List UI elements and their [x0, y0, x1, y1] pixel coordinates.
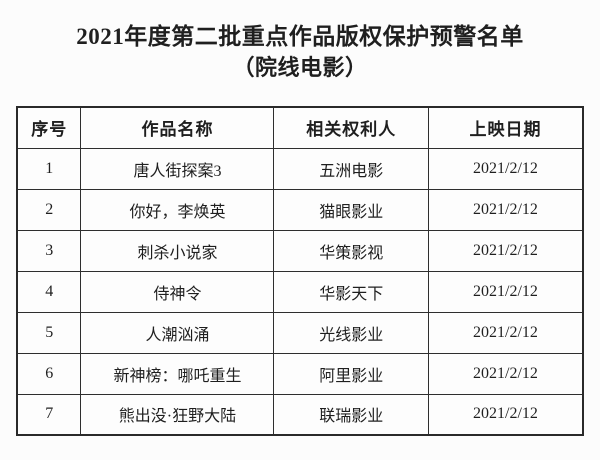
cell-rights-holder: 猫眼影业	[273, 188, 429, 231]
cell-rights-holder: 五洲电影	[273, 147, 429, 190]
cell-work-title: 新神榜：哪吒重生	[80, 352, 275, 395]
cell-work-title: 侍神令	[80, 270, 275, 313]
copyright-warning-table: 序号 作品名称 相关权利人 上映日期 1 唐人街探案3 五洲电影 2021/2/12 2…	[16, 106, 584, 436]
page-subtitle: （院线电影）	[232, 55, 368, 80]
cell-release-date: 2021/2/12	[427, 352, 584, 395]
cell-release-date: 2021/2/12	[427, 270, 584, 313]
table-row: 1 唐人街探案3 五洲电影 2021/2/12	[16, 147, 584, 190]
table-row: 7 熊出没·狂野大陆 联瑞影业 2021/2/12	[16, 393, 584, 436]
cell-index: 2	[16, 188, 82, 231]
table-row: 3 刺杀小说家 华策影视 2021/2/12	[16, 229, 584, 272]
cell-rights-holder: 光线影业	[273, 311, 429, 354]
table-row: 6 新神榜：哪吒重生 阿里影业 2021/2/12	[16, 352, 584, 395]
cell-index: 1	[16, 147, 82, 190]
cell-release-date: 2021/2/12	[427, 393, 584, 436]
cell-work-title: 唐人街探案3	[80, 147, 275, 190]
cell-rights-holder: 华影天下	[273, 270, 429, 313]
cell-index: 7	[16, 393, 82, 436]
cell-index: 5	[16, 311, 82, 354]
cell-release-date: 2021/2/12	[427, 188, 584, 231]
cell-work-title: 你好，李焕英	[80, 188, 275, 231]
table-row: 4 侍神令 华影天下 2021/2/12	[16, 270, 584, 313]
cell-work-title: 熊出没·狂野大陆	[80, 393, 275, 436]
page-title: 2021年度第二批重点作品版权保护预警名单	[76, 24, 524, 49]
cell-index: 4	[16, 270, 82, 313]
table-row: 2 你好，李焕英 猫眼影业 2021/2/12	[16, 188, 584, 231]
cell-work-title: 人潮汹涌	[80, 311, 275, 354]
cell-release-date: 2021/2/12	[427, 311, 584, 354]
cell-index: 3	[16, 229, 82, 272]
cell-release-date: 2021/2/12	[427, 147, 584, 190]
header-cell-no: 序号	[16, 106, 82, 149]
cell-rights-holder: 阿里影业	[273, 352, 429, 395]
table-row: 5 人潮汹涌 光线影业 2021/2/12	[16, 311, 584, 354]
cell-work-title: 刺杀小说家	[80, 229, 275, 272]
cell-index: 6	[16, 352, 82, 395]
header-cell-rights-holder: 相关权利人	[273, 106, 429, 149]
table-body: 1 唐人街探案3 五洲电影 2021/2/12 2 你好，李焕英 猫眼影业 2021/2/12…	[16, 147, 584, 436]
header-cell-title: 作品名称	[80, 106, 275, 149]
cell-rights-holder: 联瑞影业	[273, 393, 429, 436]
cell-rights-holder: 华策影视	[273, 229, 429, 272]
table-header-row: 序号 作品名称 相关权利人 上映日期	[16, 106, 584, 149]
document-title: 2021年度第二批重点作品版权保护预警名单 （院线电影）	[0, 21, 600, 83]
header-cell-release-date: 上映日期	[427, 106, 584, 149]
cell-release-date: 2021/2/12	[427, 229, 584, 272]
